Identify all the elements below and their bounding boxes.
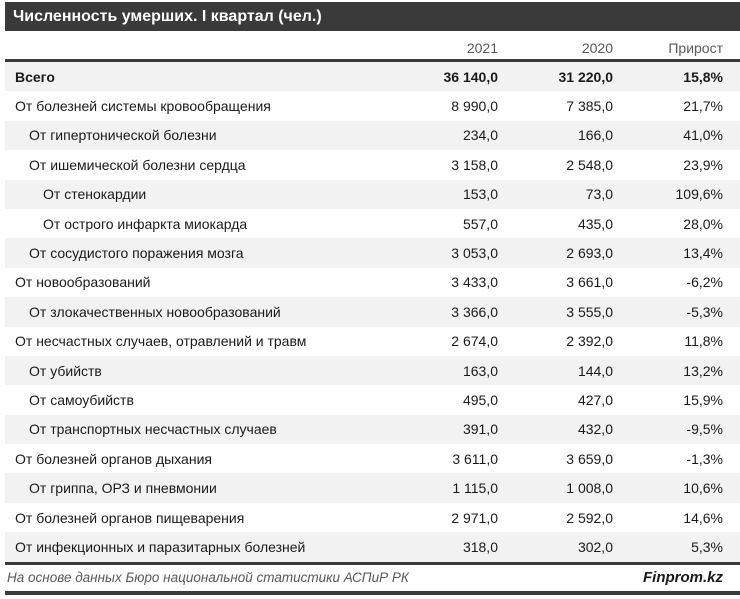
column-header-2021: 2021 [466,39,498,56]
table-body: Всего 36 140,0 31 220,0 15,8% От болезне… [5,62,740,562]
column-header-2020: 2020 [581,39,613,56]
table-row: От стенокардии 153,0 73,0 109,6% [5,179,740,209]
row-value-2020: 2 592,0 [566,509,613,526]
table-row: От болезней органов дыхания 3 611,0 3 65… [5,444,740,473]
row-label: От ишемической болезни сердца [29,156,246,173]
table-row: От сосудистого поражения мозга 3 053,0 2… [5,238,740,268]
row-value-2021: 3 158,0 [451,156,498,173]
row-value-2020: 302,0 [577,538,613,555]
row-value-2021: 1 115,0 [452,480,498,497]
row-label: От самоубийств [29,391,134,408]
row-value-2020: 2 548,0 [566,156,613,173]
row-value-growth: -9,5% [686,421,723,438]
row-value-growth: 11,8% [684,333,723,350]
row-value-2021: 391,0 [462,421,498,438]
row-value-growth: -5,3% [686,303,723,320]
row-value-2021: 36 140,0 [443,68,499,85]
row-label: От новообразований [15,274,151,291]
table-row: От гриппа, ОРЗ и пневмонии 1 115,0 1 008… [5,473,740,503]
source-note: На основе данных Бюро национальной стати… [7,570,409,586]
row-value-growth: 14,6% [683,509,723,526]
row-value-2021: 8 990,0 [451,98,498,115]
row-value-2021: 234,0 [462,127,498,144]
row-value-2020: 3 555,0 [566,303,613,320]
row-value-2021: 557,0 [462,215,498,232]
row-value-2021: 2 971,0 [451,509,498,526]
table-row: От транспортных несчастных случаев 391,0… [5,414,740,445]
table-row: От острого инфаркта миокарда 557,0 435,0… [5,209,740,238]
row-value-growth: 109,6% [675,186,723,203]
row-value-2020: 427,0 [577,391,613,408]
table-title: Численность умерших. I квартал (чел.) [13,7,322,25]
row-value-growth: 10,6% [683,480,723,497]
table-row: От несчастных случаев, отравлений и трав… [5,327,740,356]
row-value-growth: 13,4% [683,245,723,262]
row-label: От транспортных несчастных случаев [29,421,277,438]
row-value-growth: 5,3% [691,538,723,555]
row-value-2021: 2 674,0 [451,333,498,350]
row-label: От болезней органов пищеварения [15,509,245,526]
row-value-growth: -1,3% [686,450,723,467]
row-value-2020: 3 659,0 [566,450,613,467]
row-value-growth: 15,8% [683,68,723,85]
table-row: От болезней системы кровообращения 8 990… [5,91,740,120]
row-value-2021: 3 366,0 [451,303,498,320]
row-value-2021: 3 053,0 [451,245,498,262]
row-value-2020: 7 385,0 [566,98,613,115]
row-value-2021: 153,0 [462,186,498,203]
row-value-growth: 41,0% [683,127,723,144]
row-value-2020: 3 661,0 [566,274,613,291]
row-value-2021: 3 433,0 [451,274,498,291]
row-label: От убийств [29,362,102,379]
row-label: От сосудистого поражения мозга [29,245,244,262]
table-row: От убийств 163,0 144,0 13,2% [5,355,740,386]
table-row: От болезней органов пищеварения 2 971,0 … [5,503,740,532]
row-label: От инфекционных и паразитарных болезней [15,538,306,555]
row-value-growth: -6,2% [686,274,723,291]
table-row: От гипертонической болезни 234,0 166,0 4… [5,120,740,151]
footer: На основе данных Бюро национальной стати… [5,565,740,591]
table-row: Всего 36 140,0 31 220,0 15,8% [5,62,740,92]
row-value-growth: 13,2% [683,362,723,379]
row-value-2020: 1 008,0 [566,480,613,497]
column-header-row: 2021 2020 Прирост [5,36,740,59]
row-value-2020: 31 220,0 [558,68,614,85]
row-label: Всего [15,68,55,85]
table-row: От самоубийств 495,0 427,0 15,9% [5,385,740,414]
row-value-growth: 21,7% [683,98,723,115]
row-value-2020: 2 392,0 [566,333,613,350]
table-row: От инфекционных и паразитарных болезней … [5,532,740,562]
row-label: От злокачественных новообразований [29,303,281,320]
row-value-2020: 144,0 [577,362,613,379]
row-value-2020: 432,0 [577,421,613,438]
row-label: От несчастных случаев, отравлений и трав… [15,333,307,350]
row-value-growth: 28,0% [683,215,723,232]
row-value-2021: 318,0 [462,538,498,555]
table-row: От ишемической болезни сердца 3 158,0 2 … [5,150,740,179]
row-value-2021: 495,0 [462,391,498,408]
row-value-2020: 166,0 [577,127,613,144]
row-value-growth: 15,9% [683,391,723,408]
row-label: От гипертонической болезни [29,127,217,144]
row-value-2021: 3 611,0 [452,450,498,467]
row-label: От острого инфаркта миокарда [43,215,248,232]
row-label: От болезней органов дыхания [15,450,212,467]
row-value-2021: 163,0 [462,362,498,379]
table-row: От злокачественных новообразований 3 366… [5,297,740,327]
row-value-2020: 435,0 [577,215,613,232]
brand-logo-text: Finprom.kz [642,569,723,587]
table-bottom-divider [5,561,740,565]
header-divider [5,59,740,62]
row-value-2020: 73,0 [585,186,613,203]
row-label: От болезней системы кровообращения [15,98,271,115]
table-row: От новообразований 3 433,0 3 661,0 -6,2% [5,268,740,297]
column-header-growth: Прирост [668,39,723,56]
row-value-2020: 2 693,0 [566,245,613,262]
row-label: От стенокардии [43,186,147,203]
table-title-bar: Численность умерших. I квартал (чел.) [5,2,740,31]
bottom-rule [5,590,740,595]
row-label: От гриппа, ОРЗ и пневмонии [29,480,217,497]
row-value-growth: 23,9% [683,156,723,173]
